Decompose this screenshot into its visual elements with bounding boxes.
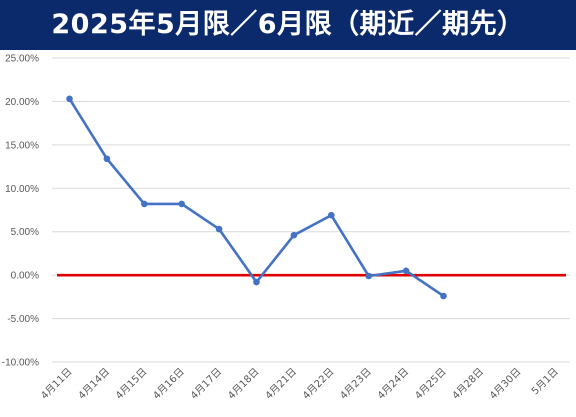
y-tick-label: 20.00% bbox=[5, 97, 39, 108]
data-point bbox=[253, 278, 260, 286]
data-point bbox=[66, 95, 73, 103]
y-tick-label: 0.00% bbox=[11, 271, 39, 282]
data-point bbox=[141, 200, 148, 208]
x-tick-label: 4月14日 bbox=[76, 366, 112, 402]
data-point bbox=[440, 292, 447, 300]
data-point bbox=[328, 211, 335, 219]
y-tick-label: 5.00% bbox=[11, 227, 39, 238]
y-tick-label: 15.00% bbox=[5, 140, 39, 151]
y-tick-label: 10.00% bbox=[5, 184, 39, 195]
series-group bbox=[66, 95, 447, 300]
data-point bbox=[178, 200, 185, 208]
x-tick-label: 4月21日 bbox=[263, 366, 299, 402]
data-point bbox=[103, 155, 111, 163]
data-point bbox=[215, 225, 223, 233]
x-tick-label: 4月24日 bbox=[375, 366, 411, 402]
data-point bbox=[290, 231, 298, 239]
y-tick-label: -10.00% bbox=[2, 358, 39, 369]
series-line bbox=[68, 98, 445, 298]
x-tick-label: 4月28日 bbox=[450, 366, 486, 402]
x-tick-label: 4月16日 bbox=[151, 366, 187, 402]
data-point bbox=[365, 272, 373, 280]
x-tick-label: 4月23日 bbox=[338, 366, 374, 402]
x-axis-ticks: 4月11日 4月14日 4月15日 4月16日 4月17日 4月18日 4月21日 4月22日… bbox=[38, 366, 560, 402]
y-axis-ticks: 25.00% 20.00% 15.00% 10.00% 5.00% 0.00% -5.00%… bbox=[2, 54, 39, 369]
x-tick-label: 4月17日 bbox=[188, 366, 224, 402]
y-tick-label: -5.00% bbox=[7, 314, 39, 325]
x-tick-label: 5月1日 bbox=[529, 366, 561, 398]
data-point bbox=[402, 267, 410, 275]
x-tick-label: 4月15日 bbox=[113, 366, 149, 402]
y-tick-label: 25.00% bbox=[5, 54, 39, 65]
chart-title: 2025年5月限／6月限（期近／期先） bbox=[51, 9, 525, 40]
x-tick-label: 4月11日 bbox=[38, 366, 74, 402]
x-tick-label: 4月22日 bbox=[300, 366, 336, 402]
x-tick-label: 4月25日 bbox=[412, 366, 448, 402]
gridlines bbox=[52, 57, 570, 363]
title-banner bbox=[0, 0, 576, 50]
x-tick-label: 4月30日 bbox=[487, 366, 523, 402]
x-tick-label: 4月18日 bbox=[225, 366, 261, 402]
